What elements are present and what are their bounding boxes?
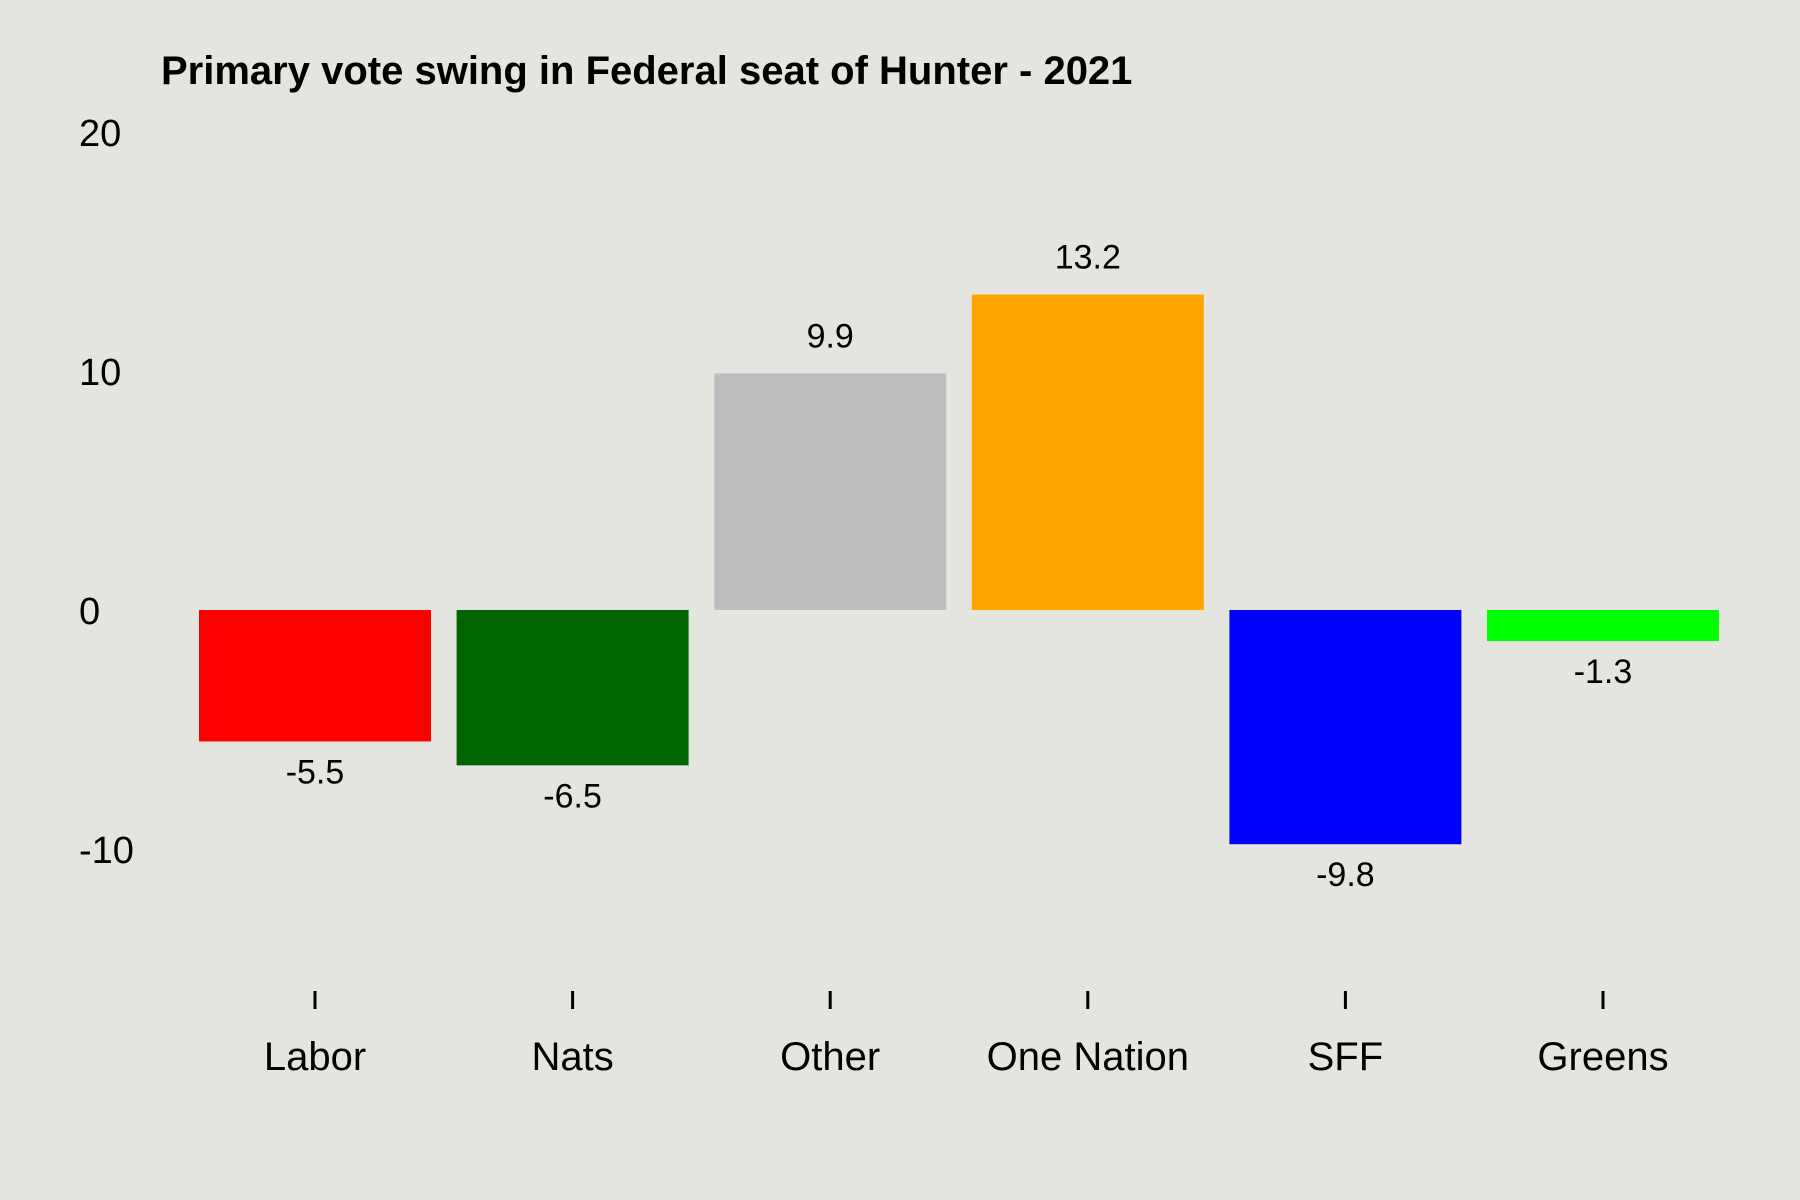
y-tick-label: -10: [79, 830, 134, 872]
data-label: -1.3: [1574, 653, 1633, 691]
data-label: 13.2: [1055, 239, 1121, 277]
x-tick-label: Labor: [264, 1035, 366, 1079]
x-tick-label: SFF: [1308, 1035, 1384, 1079]
chart-title: Primary vote swing in Federal seat of Hu…: [161, 49, 1132, 93]
data-label: -9.8: [1316, 856, 1375, 894]
data-labels-group: -5.5 -6.5 9.9 13.2 -9.8 -1.3: [286, 239, 1633, 895]
bar-greens: [1487, 610, 1719, 642]
data-label: -5.5: [286, 753, 345, 791]
bar-one-nation: [971, 294, 1204, 610]
x-axis: Labor Nats Other One Nation SFF Greens: [264, 991, 1669, 1079]
y-tick-label: 20: [79, 113, 121, 155]
data-label: 9.9: [807, 317, 854, 355]
bar-other: [714, 373, 947, 610]
x-tick-label: Nats: [531, 1035, 613, 1079]
y-axis: -10 0 10 20: [79, 113, 134, 872]
data-label: -6.5: [543, 777, 602, 815]
x-tick-label: Other: [780, 1035, 880, 1079]
x-tick-label: Greens: [1537, 1035, 1668, 1079]
y-tick-label: 0: [79, 591, 100, 633]
bar-sff: [1229, 610, 1462, 845]
bars-group: [199, 294, 1719, 845]
x-tick-label: One Nation: [987, 1035, 1189, 1079]
y-tick-label: 10: [79, 352, 121, 394]
bar-nats: [456, 610, 689, 766]
bar-labor: [199, 610, 431, 742]
